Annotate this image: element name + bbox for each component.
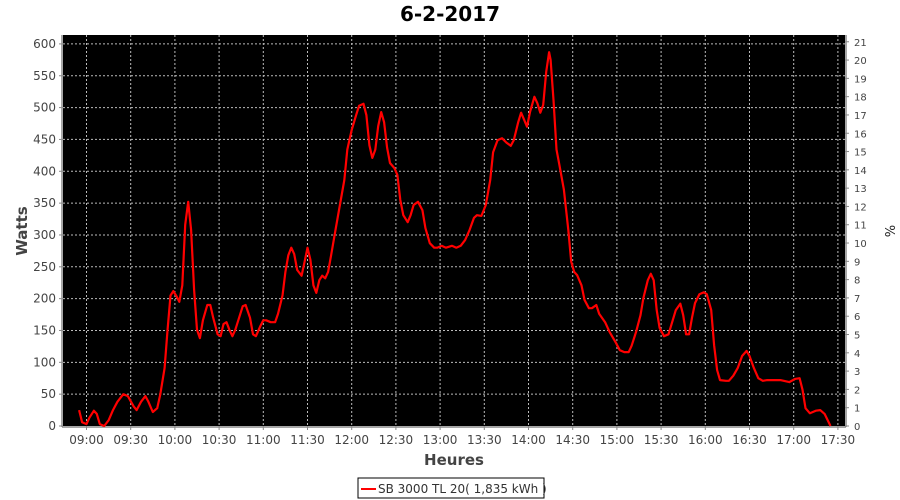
y-tick-label: 150 <box>33 323 56 337</box>
y2-tick-label: 16 <box>854 129 867 140</box>
y-axis-label: Watts <box>13 206 31 255</box>
y-tick-label: 600 <box>33 37 56 51</box>
x-tick-label: 10:30 <box>202 433 237 447</box>
x-tick-label: 10:00 <box>158 433 193 447</box>
y2-tick-label: 12 <box>854 202 867 213</box>
y2-tick-label: 3 <box>854 367 860 378</box>
y2-tick-label: 17 <box>854 111 867 122</box>
y2-tick-label: 0 <box>854 422 860 433</box>
x-tick-label: 16:30 <box>732 433 767 447</box>
y-tick-label: 400 <box>33 164 56 178</box>
y-tick-label: 350 <box>33 196 56 210</box>
y2-tick-label: 10 <box>854 239 867 250</box>
series-line <box>78 51 832 428</box>
x-tick-label: 16:00 <box>688 433 723 447</box>
x-tick-label: 14:30 <box>555 433 590 447</box>
y-tick-label: 550 <box>33 69 56 83</box>
x-tick-label: 12:30 <box>379 433 414 447</box>
y-tick-label: 200 <box>33 292 56 306</box>
y2-tick-label: 6 <box>854 312 860 323</box>
y2-tick-label: 8 <box>854 276 860 287</box>
legend: SB 3000 TL 20( 1,835 kWh ) <box>357 477 547 499</box>
y2-tick-label: 2 <box>854 385 860 396</box>
y-tick-label: 500 <box>33 101 56 115</box>
y2-tick-label: 13 <box>854 184 867 195</box>
x-tick-label: 15:00 <box>600 433 635 447</box>
y2-tick-label: 20 <box>854 56 867 67</box>
y2-tick-label: 7 <box>854 294 860 305</box>
y2-tick-label: 5 <box>854 331 860 342</box>
y2-tick-label: 19 <box>854 74 867 85</box>
y-tick-label: 50 <box>41 387 56 401</box>
y-tick-label: 250 <box>33 260 56 274</box>
y2-tick-label: 21 <box>854 38 867 49</box>
y2-tick-label: 14 <box>854 166 867 177</box>
plot-area <box>63 35 845 426</box>
x-tick-label: 12:00 <box>334 433 369 447</box>
x-tick-label: 13:00 <box>423 433 458 447</box>
x-tick-label: 11:30 <box>290 433 325 447</box>
legend-label: SB 3000 TL 20( 1,835 kWh ) <box>378 482 547 496</box>
y2-tick-label: 11 <box>854 221 867 232</box>
x-tick-label: 14:00 <box>511 433 546 447</box>
y2-tick-label: 9 <box>854 257 860 268</box>
axes: 09:00 09:30 10:00 10:30 11:00 11:30 12:00 12:30… <box>33 35 867 447</box>
y2-tick-label: 1 <box>854 404 860 415</box>
y-tick-label: 0 <box>48 419 56 433</box>
y-tick-label: 300 <box>33 228 56 242</box>
grid <box>63 35 845 426</box>
x-tick-label: 13:30 <box>467 433 502 447</box>
y2-tick-label: 18 <box>854 93 867 104</box>
x-tick-label: 17:30 <box>821 433 856 447</box>
y-tick-label: 450 <box>33 132 56 146</box>
x-tick-label: 11:00 <box>246 433 281 447</box>
legend-box <box>357 477 545 499</box>
y-tick-label: 100 <box>33 355 56 369</box>
y2-tick-label: 4 <box>854 349 860 360</box>
x-tick-label: 09:00 <box>69 433 104 447</box>
x-tick-label: 09:30 <box>113 433 148 447</box>
x-tick-label: 17:00 <box>776 433 811 447</box>
y2-axis-label: % <box>881 225 896 237</box>
chart-title: 6-2-2017 <box>400 2 500 26</box>
x-axis-label: Heures <box>424 451 484 469</box>
y2-tick-label: 15 <box>854 148 867 159</box>
x-tick-label: 15:30 <box>644 433 679 447</box>
